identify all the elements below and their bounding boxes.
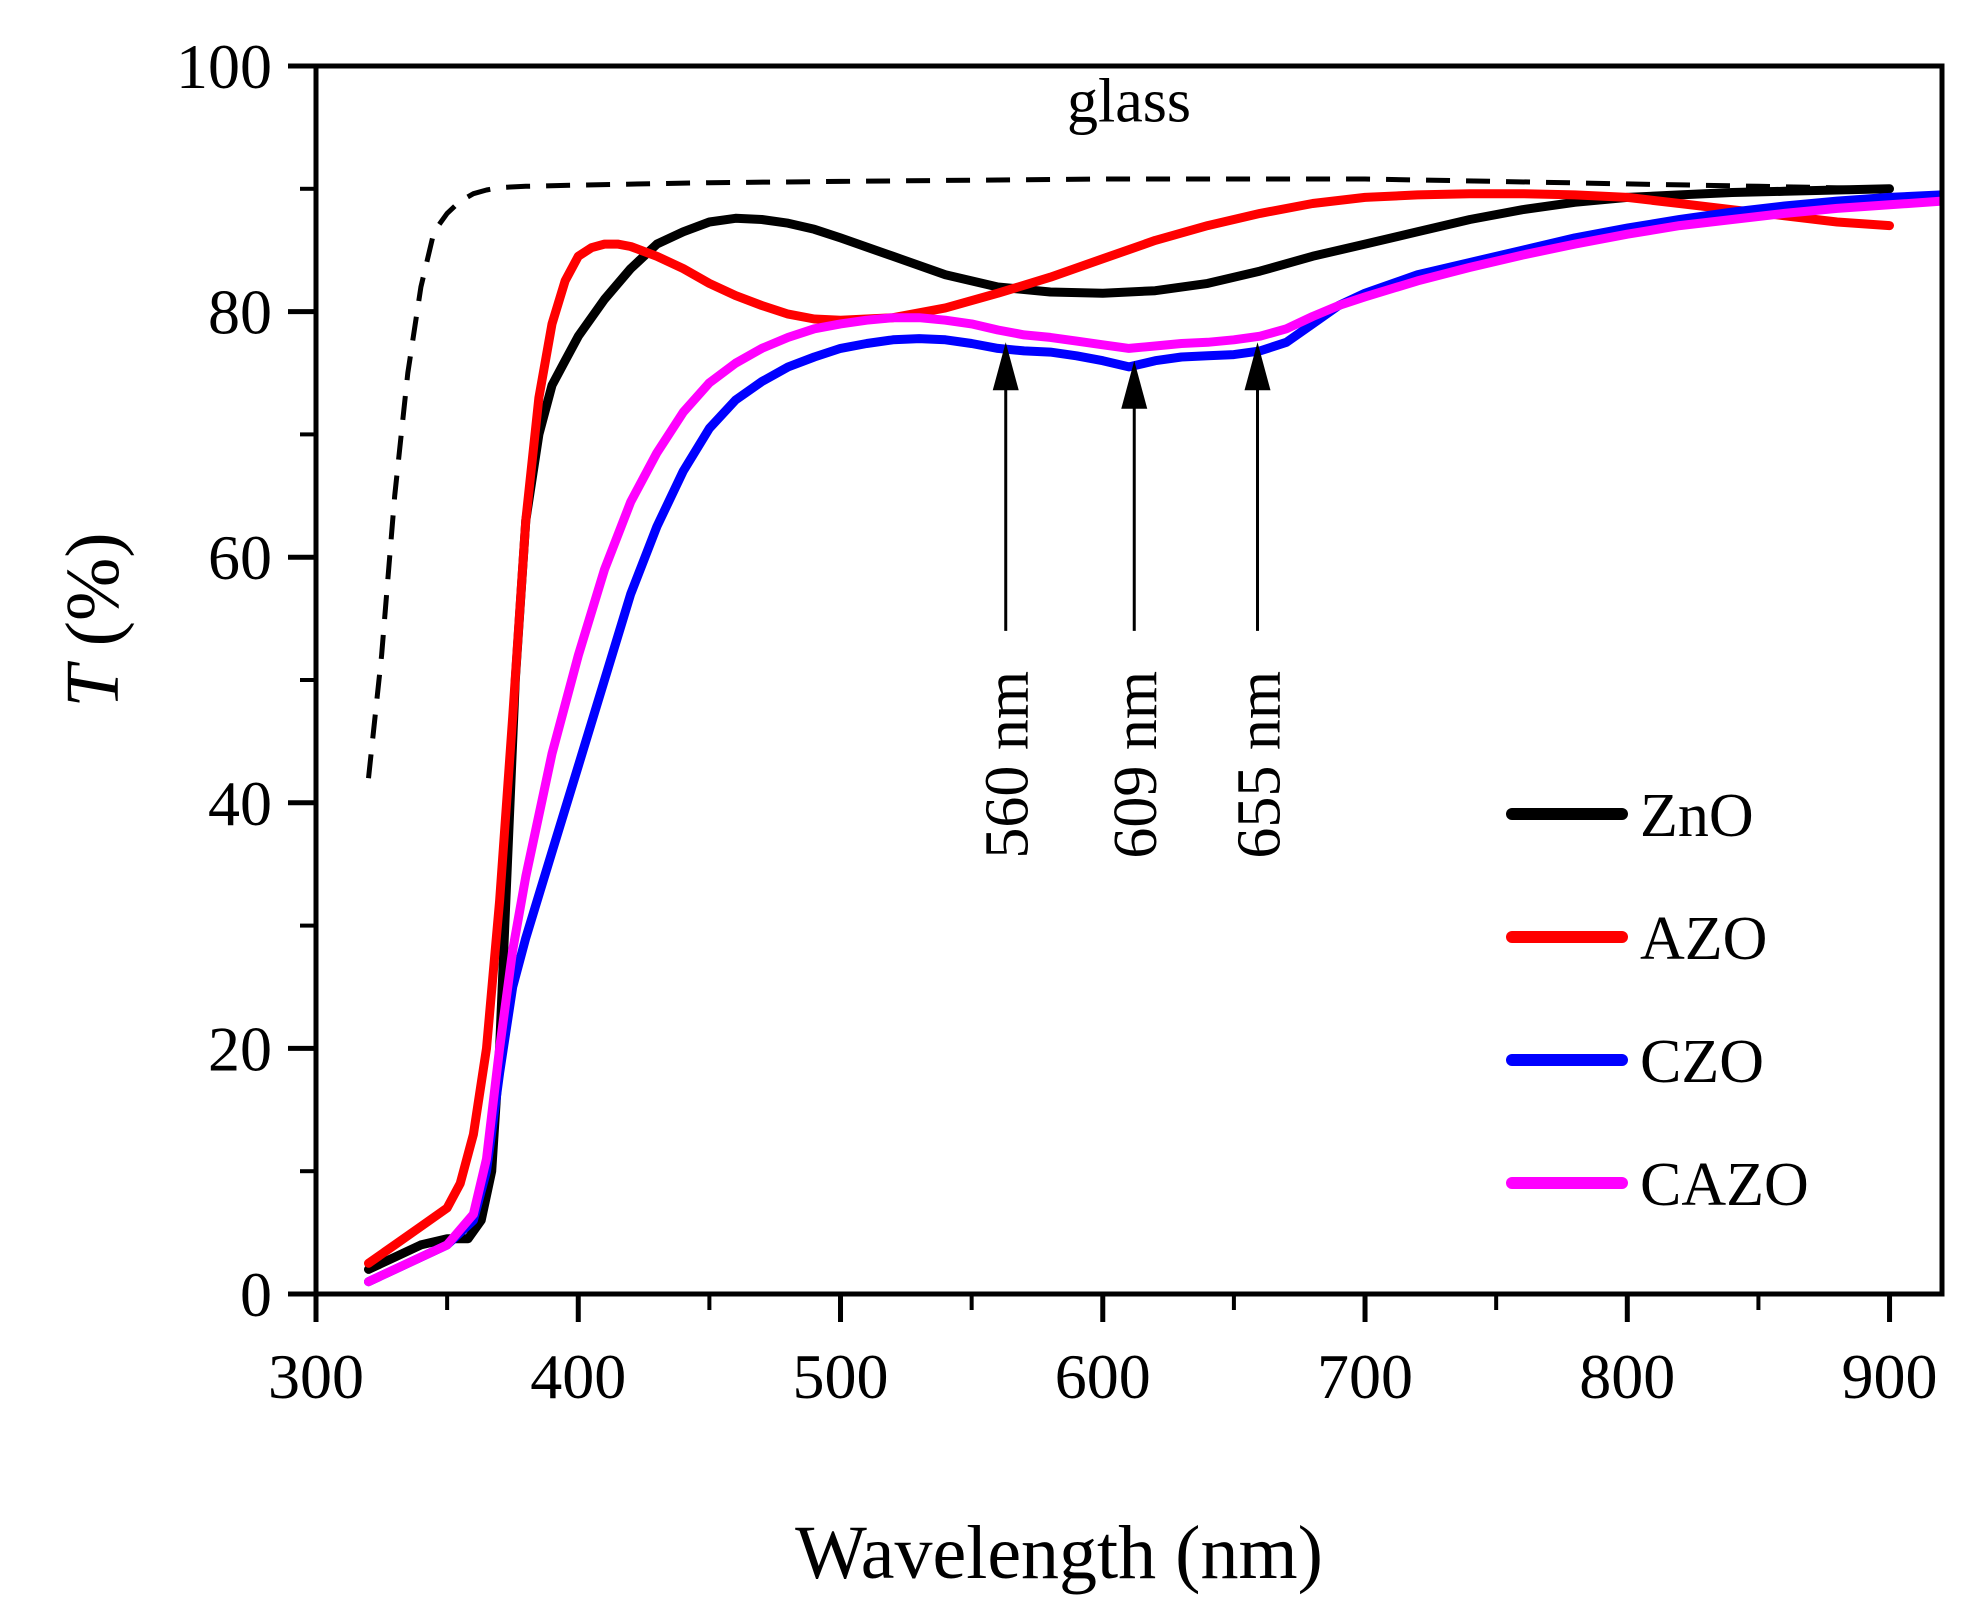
x-tick-label: 600 bbox=[1055, 1341, 1151, 1412]
series-line-czo bbox=[364, 190, 1942, 1287]
y-tick-label: 80 bbox=[208, 277, 272, 348]
y-tick-label: 0 bbox=[240, 1259, 272, 1330]
y-tick-label: 40 bbox=[208, 768, 272, 839]
annotation-wavelength-label-1: 560 nm bbox=[974, 671, 1042, 859]
annotation-glass-label: glass bbox=[1067, 67, 1191, 135]
annotation-arrow-head-1 bbox=[992, 342, 1019, 391]
y-axis-title-symbol: T bbox=[51, 661, 135, 708]
series-layer bbox=[364, 176, 1942, 1287]
x-axis-title: Wavelength (nm) bbox=[795, 1511, 1323, 1595]
legend: ZnO AZO CZO CAZO bbox=[1506, 782, 1809, 1219]
x-tick-label: 800 bbox=[1579, 1341, 1675, 1412]
x-tick-label: 900 bbox=[1842, 1341, 1938, 1412]
legend-label-czo: CZO bbox=[1640, 1028, 1764, 1096]
legend-label-azo: AZO bbox=[1640, 905, 1767, 973]
axes-layer: 300 400 500 600 700 800 900 0 20 40 60 80 100 Wavelen… bbox=[51, 31, 1945, 1595]
y-axis-title-unit: (%) bbox=[51, 532, 135, 665]
series-line-zno bbox=[364, 184, 1894, 1274]
annotation-wavelength-label-3: 655 nm bbox=[1226, 671, 1294, 859]
legend-label-cazo: CAZO bbox=[1640, 1151, 1809, 1219]
y-tick-label: 60 bbox=[208, 522, 272, 593]
series-line-cazo bbox=[364, 196, 1942, 1287]
x-tick-label: 500 bbox=[793, 1341, 889, 1412]
x-tick-label: 700 bbox=[1317, 1341, 1413, 1412]
annotation-arrow-head-2 bbox=[1121, 360, 1148, 409]
y-tick-label: 100 bbox=[176, 31, 272, 102]
y-tick-label: 20 bbox=[208, 1013, 272, 1084]
y-axis-title: T (%) bbox=[51, 532, 135, 707]
series-line-azo bbox=[364, 189, 1894, 1268]
annotation-layer: glass 560 nm 609 nm 655 nm bbox=[974, 67, 1294, 858]
legend-label-zno: ZnO bbox=[1640, 782, 1754, 850]
x-tick-label: 400 bbox=[530, 1341, 626, 1412]
series-line-glass bbox=[366, 176, 1890, 779]
annotation-arrow-head-3 bbox=[1244, 342, 1271, 391]
x-tick-label: 300 bbox=[268, 1341, 364, 1412]
annotation-wavelength-label-2: 609 nm bbox=[1102, 671, 1170, 859]
